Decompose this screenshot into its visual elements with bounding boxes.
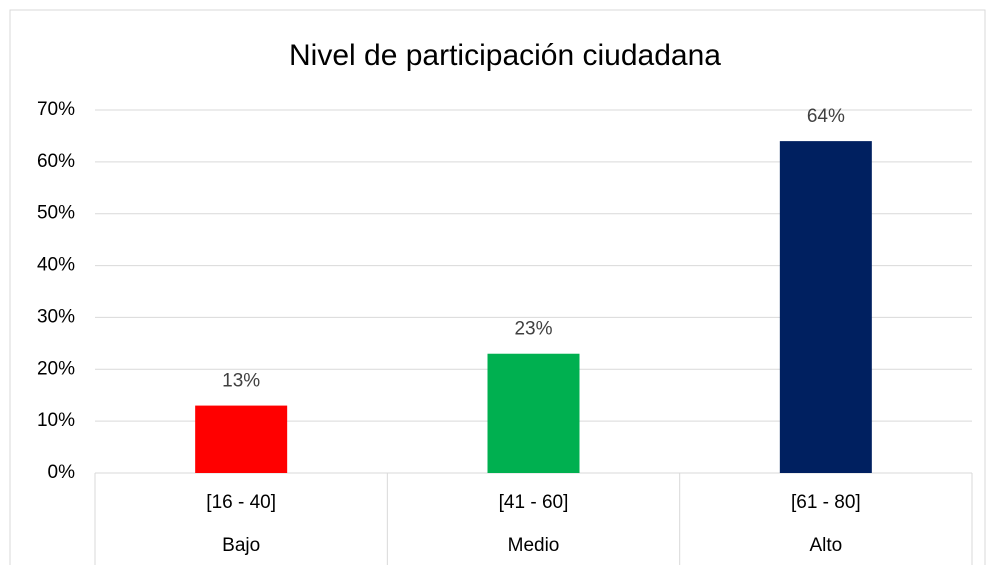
data-label: 23% bbox=[514, 319, 552, 340]
data-label: 13% bbox=[222, 371, 260, 392]
bar bbox=[195, 405, 288, 473]
y-tick-label: 10% bbox=[37, 410, 75, 431]
y-tick-label: 60% bbox=[37, 151, 75, 172]
y-tick-label: 50% bbox=[37, 203, 75, 224]
x-tick-label: [61 - 80] bbox=[791, 492, 861, 513]
x-tick-label: [41 - 60] bbox=[499, 492, 569, 513]
y-tick-label: 20% bbox=[37, 358, 75, 379]
y-tick-label: 0% bbox=[48, 462, 76, 483]
x-group-label: Medio bbox=[508, 535, 560, 556]
y-tick-label: 70% bbox=[37, 99, 75, 120]
bar bbox=[779, 141, 872, 473]
chart-title: Nivel de participación ciudadana bbox=[289, 39, 721, 72]
y-tick-label: 40% bbox=[37, 255, 75, 276]
bar bbox=[487, 353, 580, 473]
y-tick-label: 30% bbox=[37, 306, 75, 327]
data-label: 64% bbox=[807, 106, 845, 127]
x-group-label: Bajo bbox=[222, 535, 260, 556]
x-group-label: Alto bbox=[809, 535, 842, 556]
x-tick-label: [16 - 40] bbox=[206, 492, 276, 513]
